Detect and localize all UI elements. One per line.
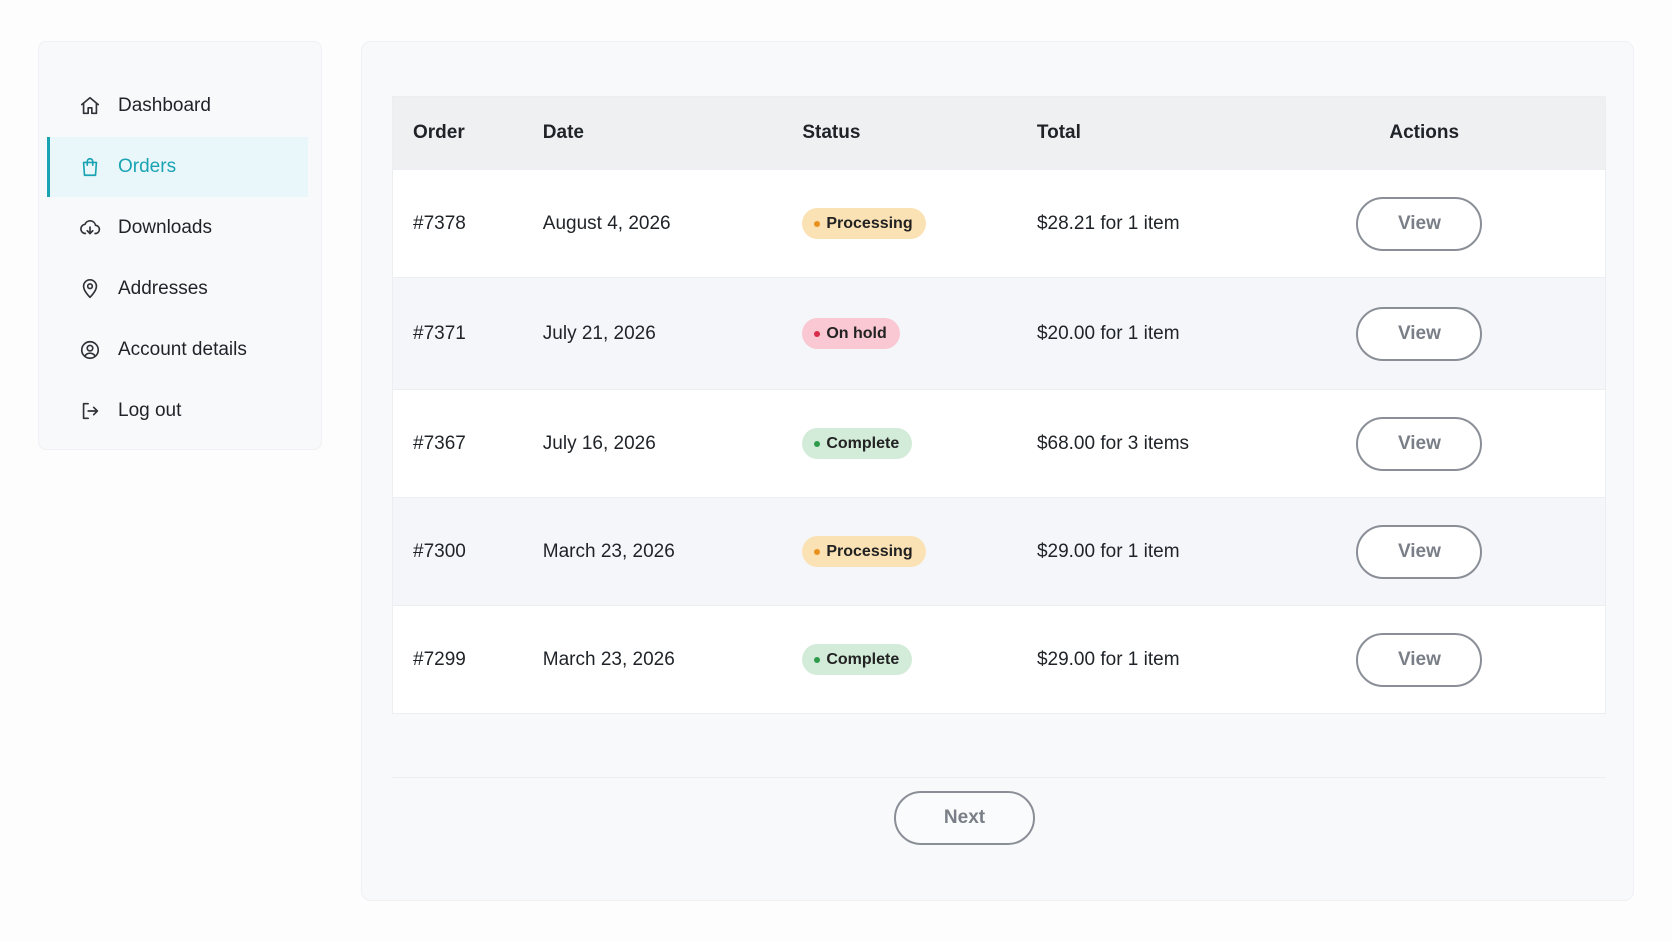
user-circle-icon: [79, 339, 101, 361]
status-label: Processing: [826, 214, 913, 232]
order-date: March 23, 2026: [542, 540, 675, 562]
table-row: #7371 July 21, 2026 On hold $20.00 for 1…: [393, 277, 1605, 389]
account-sidebar: Dashboard Orders Downloads Addresses Acc…: [38, 41, 322, 450]
order-total: $29.00 for 1 item: [1036, 648, 1180, 670]
order-number[interactable]: #7299: [413, 648, 466, 670]
status-dot: [814, 440, 821, 447]
order-number[interactable]: #7378: [413, 212, 466, 234]
table-row: #7300 March 23, 2026 Processing $29.00 f…: [393, 497, 1605, 605]
view-order-button[interactable]: View: [1356, 196, 1483, 251]
order-date: August 4, 2026: [542, 212, 671, 234]
home-icon: [79, 95, 101, 117]
cloud-download-icon: [79, 217, 101, 239]
sidebar-item-orders[interactable]: Orders: [47, 137, 308, 197]
status-dot: [814, 220, 821, 227]
view-order-button[interactable]: View: [1356, 416, 1483, 471]
sidebar-item-label: Orders: [118, 156, 177, 177]
map-pin-icon: [79, 278, 101, 300]
sidebar-item-label: Downloads: [118, 217, 212, 238]
sidebar-item-label: Log out: [118, 400, 182, 421]
status-dot: [814, 656, 821, 663]
order-number[interactable]: #7300: [413, 540, 466, 562]
table-row: #7367 July 16, 2026 Complete $68.00 for …: [393, 389, 1605, 497]
status-dot: [814, 330, 821, 337]
header-status: Status: [802, 122, 861, 143]
order-total: $68.00 for 3 items: [1036, 432, 1190, 454]
pagination-divider: [392, 777, 1606, 778]
sidebar-item-label: Dashboard: [118, 95, 211, 116]
header-total: Total: [1036, 122, 1081, 143]
logout-icon: [79, 400, 101, 422]
sidebar-item-label: Account details: [118, 339, 247, 360]
view-order-button[interactable]: View: [1356, 524, 1483, 579]
sidebar-item-label: Addresses: [118, 278, 208, 299]
view-order-button[interactable]: View: [1356, 632, 1483, 687]
header-date: Date: [542, 122, 584, 143]
table-row: #7378 August 4, 2026 Processing $28.21 f…: [393, 169, 1605, 277]
sidebar-item-account-details[interactable]: Account details: [47, 320, 308, 380]
order-number[interactable]: #7371: [413, 322, 466, 344]
status-label: Complete: [826, 650, 900, 668]
status-badge: On hold: [802, 318, 900, 349]
order-number[interactable]: #7367: [413, 432, 466, 454]
order-total: $20.00 for 1 item: [1036, 322, 1180, 344]
status-badge: Complete: [802, 644, 913, 675]
status-badge: Processing: [802, 208, 926, 239]
order-total: $29.00 for 1 item: [1036, 540, 1180, 562]
view-order-button[interactable]: View: [1356, 306, 1483, 361]
order-total: $28.21 for 1 item: [1036, 212, 1180, 234]
header-order: Order: [413, 122, 465, 143]
status-label: Processing: [826, 542, 913, 560]
order-date: March 23, 2026: [542, 648, 675, 670]
status-dot: [814, 548, 821, 555]
next-page-button[interactable]: Next: [894, 791, 1035, 845]
status-badge: Processing: [802, 536, 926, 567]
status-label: Complete: [826, 434, 900, 452]
status-badge: Complete: [802, 428, 913, 459]
sidebar-item-addresses[interactable]: Addresses: [47, 259, 308, 319]
shopping-bag-icon: [79, 156, 101, 178]
sidebar-item-log-out[interactable]: Log out: [47, 381, 308, 441]
orders-panel: Order Date Status Total Actions #7378 Au…: [361, 41, 1634, 901]
header-actions: Actions: [1389, 122, 1460, 143]
order-date: July 16, 2026: [542, 432, 656, 454]
order-date: July 21, 2026: [542, 322, 656, 344]
sidebar-item-downloads[interactable]: Downloads: [47, 198, 308, 258]
sidebar-item-dashboard[interactable]: Dashboard: [47, 76, 308, 136]
status-label: On hold: [826, 324, 887, 342]
table-row: #7299 March 23, 2026 Complete $29.00 for…: [393, 605, 1605, 713]
table-header: Order Date Status Total Actions: [393, 97, 1605, 169]
orders-table: Order Date Status Total Actions #7378 Au…: [392, 96, 1606, 714]
